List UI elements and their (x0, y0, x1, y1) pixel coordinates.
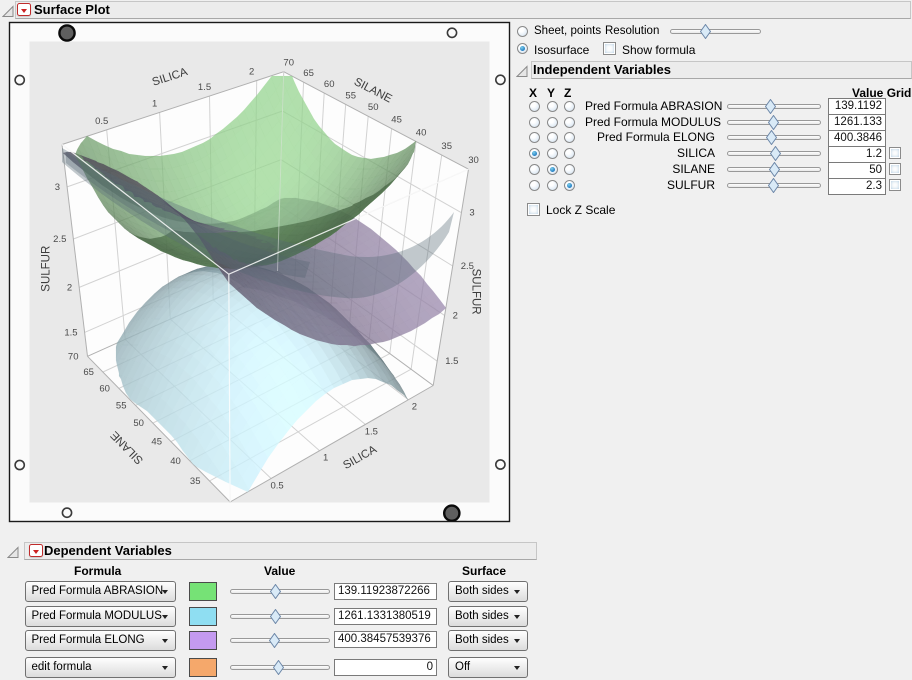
svg-text:45: 45 (391, 115, 402, 126)
svg-text:2: 2 (249, 67, 254, 78)
svg-text:35: 35 (441, 141, 452, 152)
svg-text:70: 70 (283, 58, 294, 69)
svg-text:SULFUR: SULFUR (40, 246, 52, 292)
svg-text:50: 50 (133, 418, 144, 429)
svg-text:1.5: 1.5 (198, 82, 211, 93)
svg-text:1.5: 1.5 (64, 327, 77, 338)
svg-text:1.5: 1.5 (445, 356, 458, 367)
svg-text:70: 70 (68, 351, 79, 362)
svg-text:30: 30 (468, 155, 479, 166)
svg-text:2.5: 2.5 (53, 234, 66, 245)
svg-text:65: 65 (83, 367, 94, 378)
svg-text:2: 2 (412, 402, 417, 413)
svg-text:3: 3 (55, 182, 60, 193)
svg-text:65: 65 (303, 68, 314, 79)
svg-text:35: 35 (190, 476, 201, 487)
svg-text:0.5: 0.5 (270, 481, 283, 492)
svg-text:55: 55 (345, 90, 356, 101)
svg-text:40: 40 (416, 128, 427, 139)
svg-text:1.5: 1.5 (365, 426, 378, 437)
svg-text:60: 60 (99, 383, 110, 394)
svg-text:45: 45 (151, 437, 162, 448)
svg-text:55: 55 (116, 400, 127, 411)
svg-text:SULFUR: SULFUR (469, 269, 481, 315)
svg-text:2: 2 (67, 282, 72, 293)
svg-text:40: 40 (170, 456, 181, 467)
svg-text:60: 60 (324, 79, 335, 90)
svg-text:1: 1 (323, 453, 328, 464)
svg-text:1: 1 (152, 99, 157, 110)
svg-text:2.5: 2.5 (461, 261, 474, 272)
svg-text:0.5: 0.5 (95, 116, 108, 127)
svg-text:2: 2 (453, 310, 458, 321)
svg-text:50: 50 (368, 102, 379, 113)
svg-text:3: 3 (469, 208, 474, 219)
